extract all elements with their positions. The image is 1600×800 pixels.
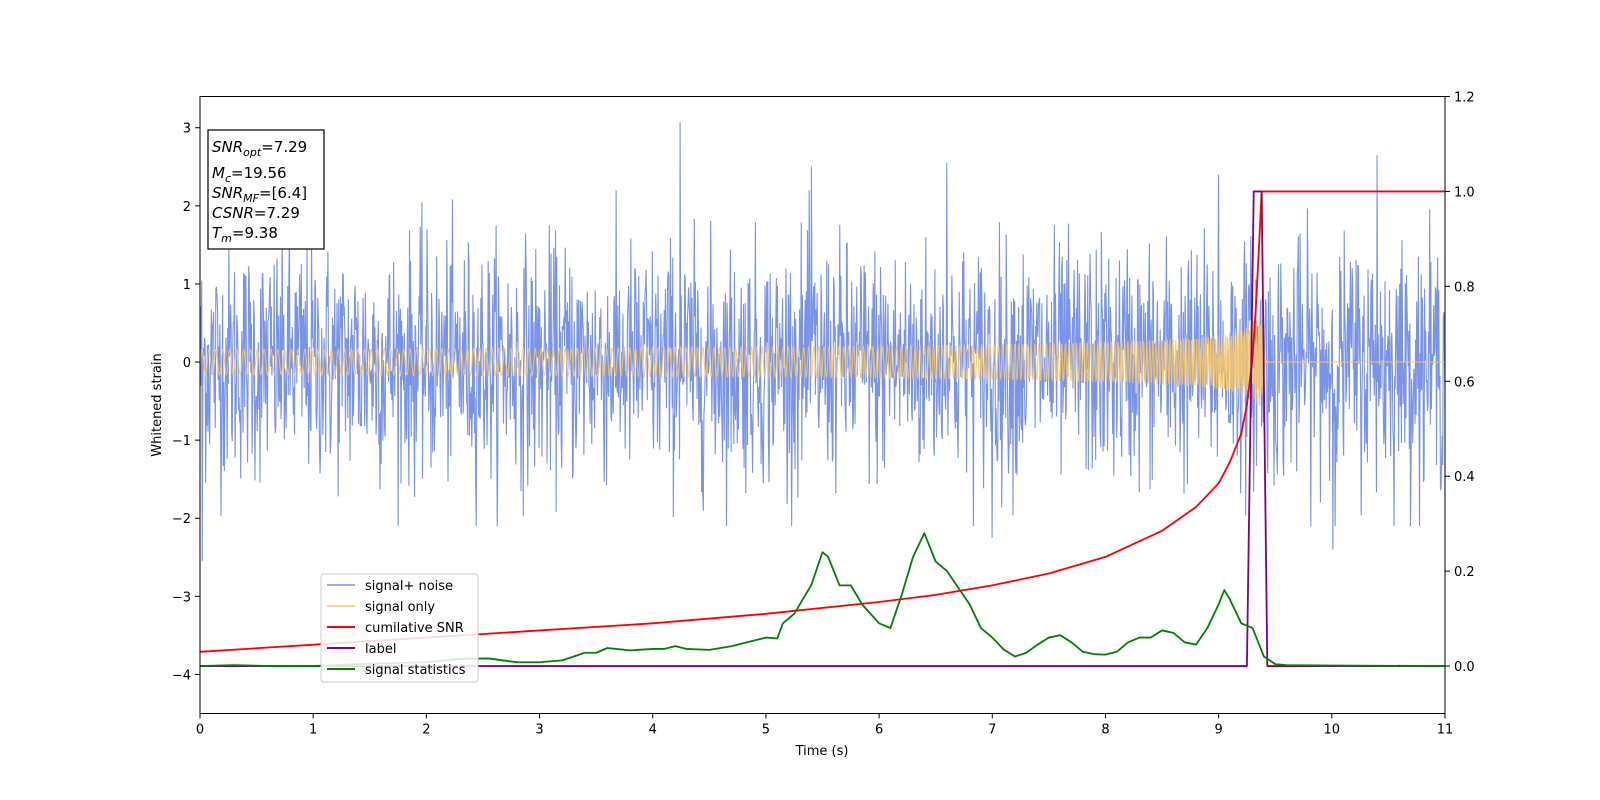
y-left-tick-label: 3 <box>183 122 191 137</box>
annotation-mc: Mc=19.56 <box>212 164 287 185</box>
y-right-tick-label: 1.0 <box>1454 185 1475 200</box>
legend: signal+ noise signal only cumilative SNR la… <box>320 573 479 683</box>
series-signal-statistics <box>200 532 1445 667</box>
x-tick-label: 0 <box>196 723 204 738</box>
x-tick-label: 2 <box>422 723 430 738</box>
y-left-tick-label: 1 <box>183 278 191 293</box>
x-axis-label: Time (s) <box>795 744 849 759</box>
y-left-tick-label: −1 <box>172 434 191 449</box>
x-axis-ticks: 0 1 2 3 4 5 6 7 8 9 10 11 <box>196 713 1454 738</box>
y-left-tick-label: −3 <box>172 590 191 605</box>
y-right-tick-label: 1.2 <box>1454 91 1475 106</box>
annotation-snr-opt: SNRopt=7.29 <box>212 138 307 159</box>
y-right-tick-label: 0.0 <box>1454 660 1475 675</box>
legend-label-signal-only: signal only <box>365 600 435 615</box>
annotation-box: SNRopt=7.29 Mc=19.56 SNRMF=[6.4] CSNR=7.… <box>207 129 325 250</box>
axes-frame <box>199 96 1446 714</box>
x-tick-label: 1 <box>309 723 317 738</box>
x-tick-label: 7 <box>988 723 996 738</box>
annotation-snr-mf: SNRMF=[6.4] <box>212 184 307 205</box>
y-right-tick-label: 0.4 <box>1454 470 1475 485</box>
annotation-tm: Tm=9.38 <box>212 224 278 245</box>
y-right-tick-label: 0.6 <box>1454 375 1475 390</box>
legend-label-cumilative-snr: cumilative SNR <box>365 621 464 636</box>
y-axis-left-ticks: −4 −3 −2 −1 0 1 2 3 <box>172 122 200 683</box>
y-right-tick-label: 0.8 <box>1454 280 1475 295</box>
legend-frame <box>320 573 479 683</box>
annotation-csnr: CSNR=7.29 <box>212 204 300 222</box>
x-tick-label: 8 <box>1101 723 1109 738</box>
y-left-tick-label: 2 <box>183 200 191 215</box>
y-left-tick-label: −2 <box>172 512 191 527</box>
x-tick-label: 5 <box>762 723 770 738</box>
series-signal-only <box>200 297 1445 407</box>
x-tick-label: 11 <box>1437 723 1454 738</box>
legend-label-label: label <box>365 642 396 657</box>
x-tick-label: 9 <box>1214 723 1222 738</box>
legend-label-signal-noise: signal+ noise <box>365 579 453 594</box>
x-tick-label: 10 <box>1324 723 1341 738</box>
series-cumilative-snr <box>200 190 1445 653</box>
plot-area <box>200 122 1445 667</box>
y-left-tick-label: −4 <box>172 668 191 683</box>
y-right-tick-label: 0.2 <box>1454 565 1475 580</box>
legend-label-signal-statistics: signal statistics <box>365 663 466 678</box>
x-tick-label: 4 <box>649 723 657 738</box>
annotation-frame <box>207 129 325 250</box>
y-axis-right-ticks: 0.0 0.2 0.4 0.6 0.8 1.0 1.2 <box>1445 91 1475 675</box>
x-tick-label: 3 <box>535 723 543 738</box>
y-axis-label: Whitened strain <box>150 353 165 456</box>
y-left-tick-label: 0 <box>183 356 191 371</box>
x-tick-label: 6 <box>875 723 883 738</box>
